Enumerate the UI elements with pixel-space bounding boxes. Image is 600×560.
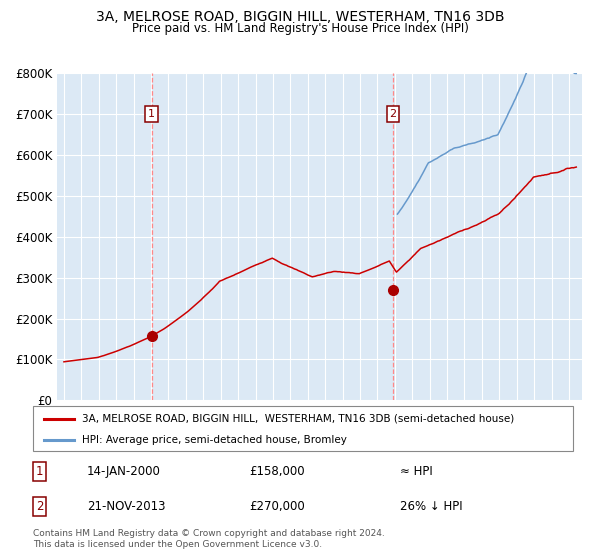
Text: 26% ↓ HPI: 26% ↓ HPI bbox=[400, 500, 463, 514]
Text: Contains HM Land Registry data © Crown copyright and database right 2024.
This d: Contains HM Land Registry data © Crown c… bbox=[33, 529, 385, 549]
Text: 2: 2 bbox=[36, 500, 43, 514]
Text: 1: 1 bbox=[36, 465, 43, 478]
Text: 3A, MELROSE ROAD, BIGGIN HILL, WESTERHAM, TN16 3DB: 3A, MELROSE ROAD, BIGGIN HILL, WESTERHAM… bbox=[96, 10, 504, 24]
Text: 3A, MELROSE ROAD, BIGGIN HILL,  WESTERHAM, TN16 3DB (semi-detached house): 3A, MELROSE ROAD, BIGGIN HILL, WESTERHAM… bbox=[82, 413, 514, 423]
Text: £270,000: £270,000 bbox=[249, 500, 305, 514]
Text: £158,000: £158,000 bbox=[249, 465, 305, 478]
Text: HPI: Average price, semi-detached house, Bromley: HPI: Average price, semi-detached house,… bbox=[82, 435, 346, 445]
Text: 2: 2 bbox=[389, 109, 397, 119]
Text: 14-JAN-2000: 14-JAN-2000 bbox=[87, 465, 161, 478]
Text: 1: 1 bbox=[148, 109, 155, 119]
Text: ≈ HPI: ≈ HPI bbox=[400, 465, 433, 478]
Text: 21-NOV-2013: 21-NOV-2013 bbox=[87, 500, 166, 514]
FancyBboxPatch shape bbox=[33, 406, 573, 451]
Text: Price paid vs. HM Land Registry's House Price Index (HPI): Price paid vs. HM Land Registry's House … bbox=[131, 22, 469, 35]
